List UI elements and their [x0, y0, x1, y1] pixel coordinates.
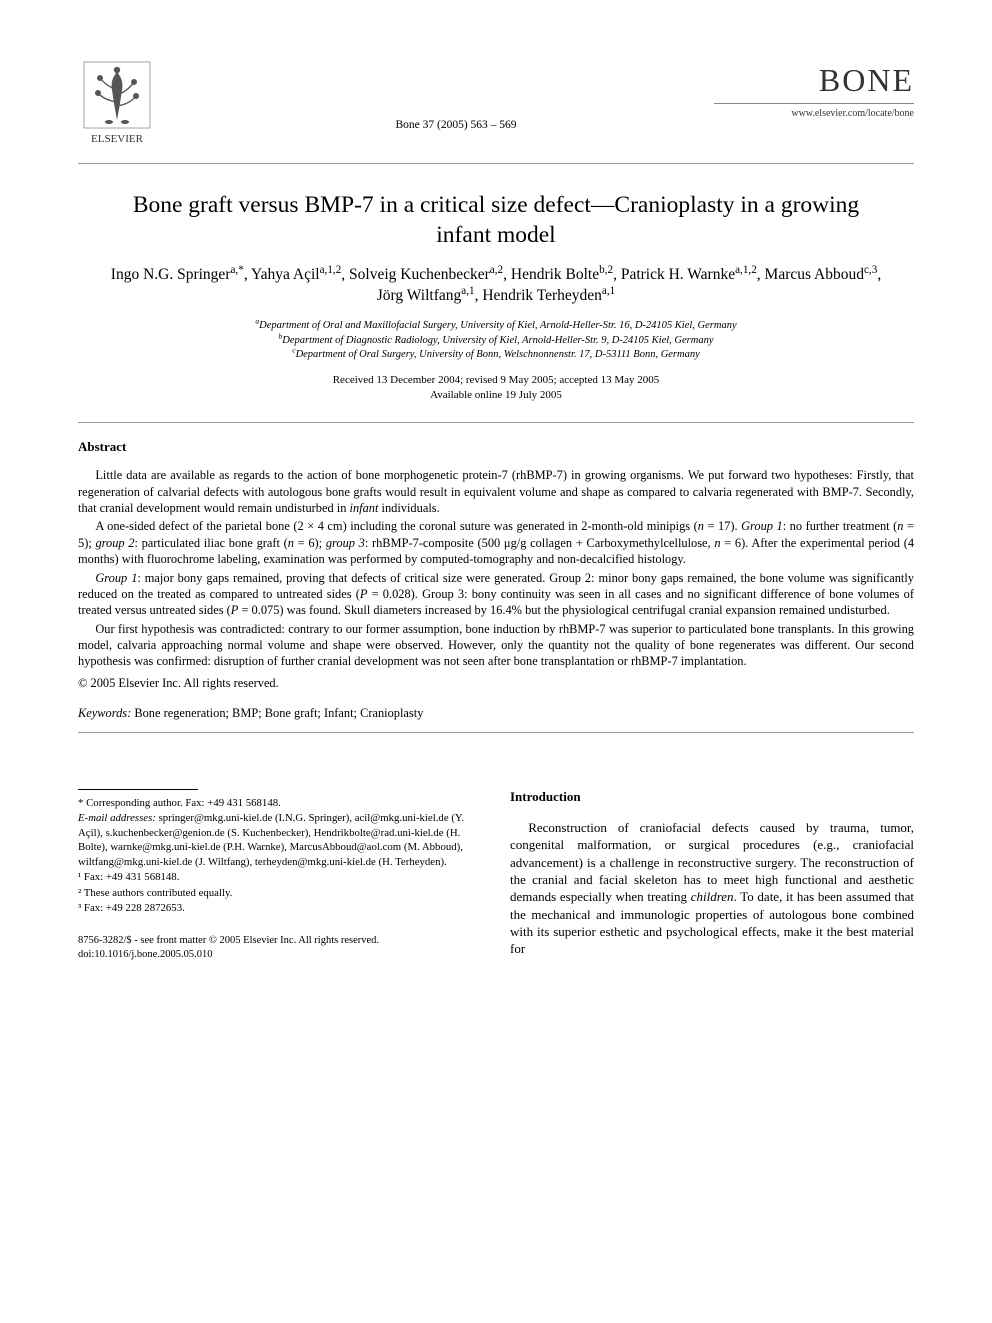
journal-logo-text: BONE: [714, 60, 914, 101]
elsevier-tree-logo: ELSEVIER: [78, 60, 156, 146]
abstract-paragraph: Group 1: major bony gaps remained, provi…: [78, 570, 914, 619]
footnote-rule: [78, 789, 198, 790]
lower-two-column: * Corresponding author. Fax: +49 431 568…: [78, 789, 914, 963]
affiliation-a: aDepartment of Oral and Maxillofacial Su…: [78, 319, 914, 334]
online-date: Available online 19 July 2005: [78, 388, 914, 403]
article-dates: Received 13 December 2004; revised 9 May…: [78, 373, 914, 404]
article-title: Bone graft versus BMP-7 in a critical si…: [118, 190, 874, 251]
email-addresses-note: E-mail addresses: springer@mkg.uni-kiel.…: [78, 811, 482, 869]
pre-abstract-rule: [78, 422, 914, 423]
abstract-paragraph: A one-sided defect of the parietal bone …: [78, 518, 914, 567]
publisher-name-text: ELSEVIER: [91, 133, 144, 145]
citation-line: Bone 37 (2005) 563 – 569: [198, 60, 714, 133]
footnote-2: ² These authors contributed equally.: [78, 886, 482, 901]
footnotes-column: * Corresponding author. Fax: +49 431 568…: [78, 789, 482, 963]
affiliation-c: cDepartment of Oral Surgery, University …: [78, 348, 914, 363]
affiliation-b: bDepartment of Diagnostic Radiology, Uni…: [78, 334, 914, 349]
corresponding-author-note: * Corresponding author. Fax: +49 431 568…: [78, 796, 482, 811]
introduction-column: Introduction Reconstruction of craniofac…: [510, 789, 914, 963]
front-matter-line: 8756-3282/$ - see front matter © 2005 El…: [78, 934, 482, 962]
keywords-label: Keywords:: [78, 706, 131, 720]
author-list: Ingo N.G. Springera,*, Yahya Açila,1,2, …: [108, 265, 884, 307]
affiliations-block: aDepartment of Oral and Maxillofacial Su…: [78, 319, 914, 363]
abstract-heading: Abstract: [78, 439, 914, 456]
top-rule: [78, 163, 914, 164]
footnotes-block: * Corresponding author. Fax: +49 431 568…: [78, 796, 482, 917]
journal-brand-block: BONE www.elsevier.com/locate/bone: [714, 60, 914, 121]
introduction-paragraph: Reconstruction of craniofacial defects c…: [510, 819, 914, 957]
journal-logo-underline: [714, 103, 914, 104]
keywords-line: Keywords: Bone regeneration; BMP; Bone g…: [78, 706, 914, 722]
keywords-text: Bone regeneration; BMP; Bone graft; Infa…: [134, 706, 423, 720]
journal-url: www.elsevier.com/locate/bone: [714, 108, 914, 121]
doi-line: doi:10.1016/j.bone.2005.05.010: [78, 948, 482, 962]
post-keywords-rule: [78, 732, 914, 733]
journal-header: ELSEVIER Bone 37 (2005) 563 – 569 BONE w…: [78, 60, 914, 151]
abstract-paragraph: Little data are available as regards to …: [78, 467, 914, 516]
abstract-paragraph: Our first hypothesis was contradicted: c…: [78, 621, 914, 670]
copyright-line: © 2005 Elsevier Inc. All rights reserved…: [78, 676, 914, 692]
footnote-1: ¹ Fax: +49 431 568148.: [78, 870, 482, 885]
issn-copyright: 8756-3282/$ - see front matter © 2005 El…: [78, 934, 482, 948]
introduction-heading: Introduction: [510, 789, 914, 806]
history-dates: Received 13 December 2004; revised 9 May…: [78, 373, 914, 388]
footnote-3: ³ Fax: +49 228 2872653.: [78, 901, 482, 916]
publisher-block: ELSEVIER: [78, 60, 198, 151]
abstract-body: Little data are available as regards to …: [78, 467, 914, 670]
